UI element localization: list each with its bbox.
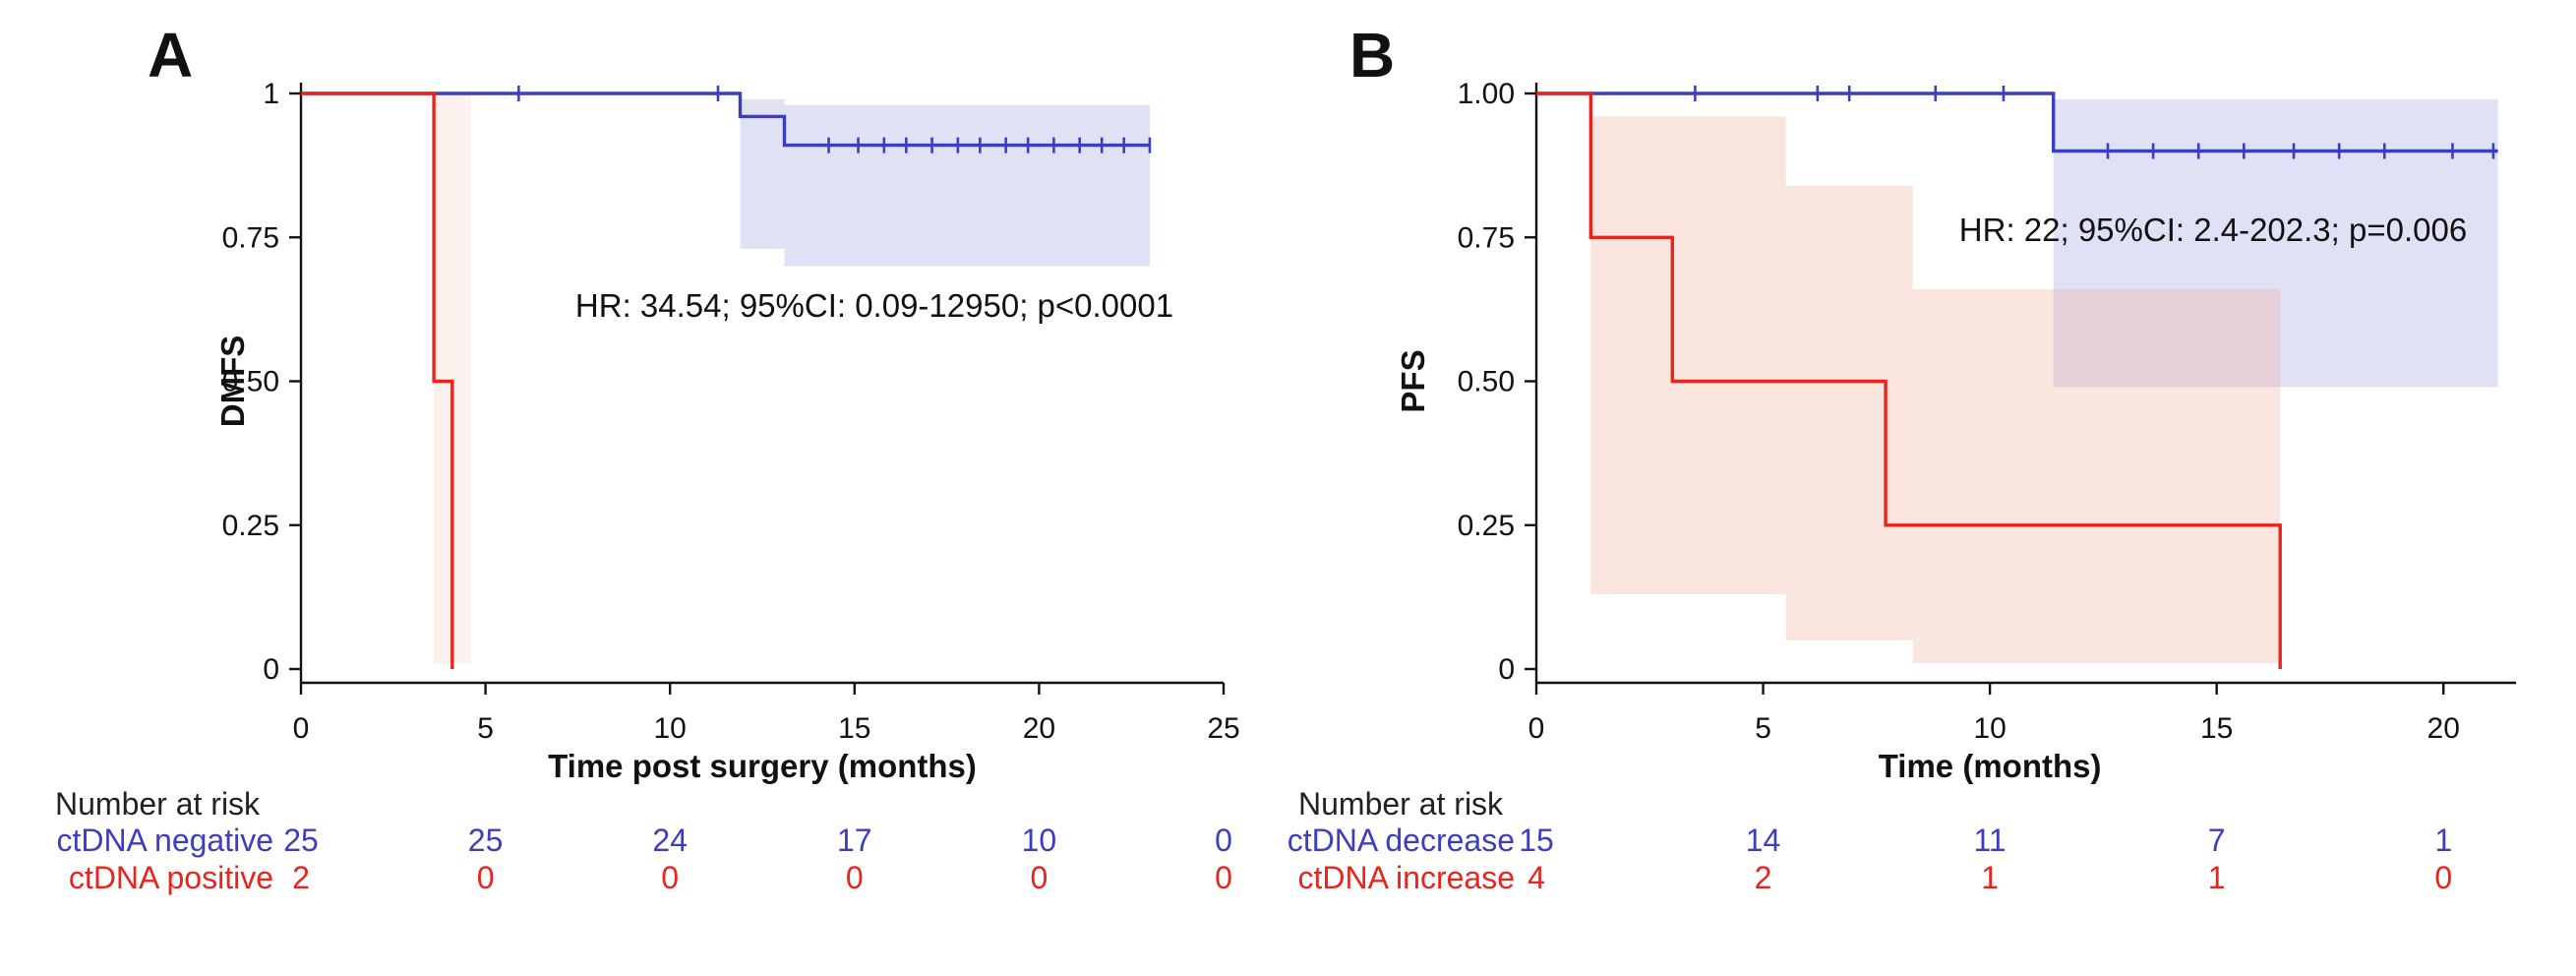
risk-table-title: Number at risk [55, 786, 261, 822]
risk-count: 1 [2208, 860, 2226, 895]
ci-band-ctdna-decrease [2053, 98, 2498, 388]
risk-row-label: ctDNA positive [69, 860, 273, 895]
y-tick-label: 0.50 [222, 366, 279, 398]
hr-annotation: HR: 22; 95%CI: 2.4-202.3; p=0.006 [1959, 212, 2467, 248]
y-tick-label: 0 [1498, 653, 1515, 686]
y-tick-label: 0.25 [1458, 510, 1515, 542]
risk-count: 2 [292, 860, 310, 895]
km-curve-ctdna-decrease [1536, 92, 2498, 153]
risk-count: 0 [2434, 860, 2452, 895]
risk-count: 0 [1215, 823, 1232, 858]
risk-row-label: ctDNA increase [1297, 860, 1515, 895]
risk-count: 4 [1528, 860, 1545, 895]
risk-count: 25 [468, 823, 504, 858]
y-tick-label: 0.50 [1458, 366, 1515, 398]
x-tick-label: 5 [477, 712, 494, 745]
risk-row-label: ctDNA negative [56, 823, 273, 858]
hr-annotation: HR: 34.54; 95%CI: 0.09-12950; p<0.0001 [575, 287, 1173, 324]
y-tick-label: 1 [263, 78, 279, 110]
y-tick-label: 0.75 [222, 221, 279, 254]
risk-count: 11 [1974, 823, 2007, 858]
km-curve-ctdna-negative [301, 92, 1150, 148]
x-tick-label: 0 [1528, 712, 1545, 745]
ci-band-ctdna-negative [740, 98, 1150, 267]
y-tick-label: 0.75 [1458, 221, 1515, 254]
y-tick-label: 1.00 [1458, 78, 1515, 110]
x-tick-label: 10 [654, 712, 687, 745]
x-tick-label: 15 [838, 712, 870, 745]
risk-count: 10 [1022, 823, 1057, 858]
risk-count: 25 [283, 823, 319, 858]
x-tick-label: 0 [293, 712, 310, 745]
risk-count: 14 [1746, 823, 1781, 858]
risk-count: 2 [1755, 860, 1772, 895]
y-tick-label: 0 [263, 653, 279, 686]
y-axis-title: PFS [1395, 349, 1431, 412]
panel-letter: A [148, 20, 193, 91]
panel-letter: B [1349, 20, 1395, 91]
x-tick-label: 20 [2427, 712, 2460, 745]
x-axis-title: Time (months) [1879, 748, 2102, 784]
x-tick-label: 15 [2200, 712, 2233, 745]
y-axis-title: DMFS [214, 336, 251, 428]
risk-count: 15 [1519, 823, 1554, 858]
x-tick-label: 10 [1973, 712, 2006, 745]
risk-count: 0 [1031, 860, 1048, 895]
risk-count: 24 [652, 823, 688, 858]
km-curve-ctdna-positive [301, 92, 454, 669]
x-axis-title: Time post surgery (months) [548, 748, 977, 784]
risk-count: 17 [837, 823, 872, 858]
risk-count: 7 [2208, 823, 2226, 858]
km-curve-ctdna-increase [1536, 92, 2282, 669]
x-tick-label: 20 [1023, 712, 1055, 745]
risk-count: 1 [2434, 823, 2452, 858]
risk-count: 0 [477, 860, 495, 895]
x-tick-label: 5 [1755, 712, 1771, 745]
y-tick-label: 0.25 [222, 510, 279, 542]
risk-count: 0 [661, 860, 679, 895]
risk-count: 0 [1215, 860, 1232, 895]
risk-table-title: Number at risk [1298, 786, 1504, 822]
risk-row-label: ctDNA decrease [1288, 823, 1515, 858]
risk-count: 1 [1981, 860, 1999, 895]
ci-band-ctdna-positive [434, 93, 471, 664]
x-tick-label: 25 [1207, 712, 1239, 745]
risk-count: 0 [846, 860, 864, 895]
